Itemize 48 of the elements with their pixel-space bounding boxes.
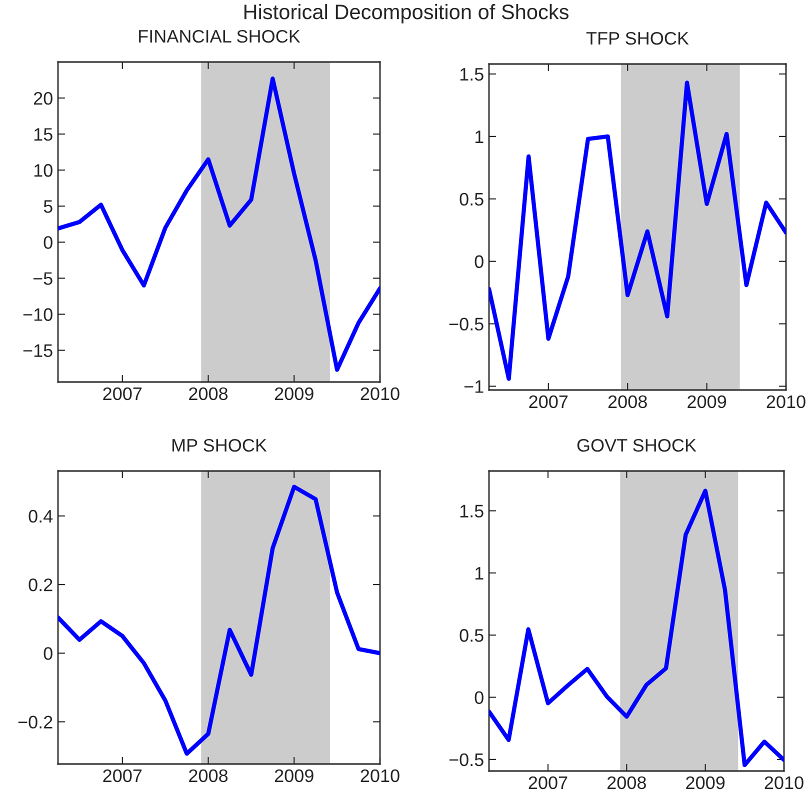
line-series — [58, 484, 380, 756]
chart-title: FINANCIAL SHOCK — [139, 30, 300, 43]
y-tick-label: 1 — [475, 567, 484, 580]
y-tick-label: 1 — [475, 130, 484, 143]
y-tick-label: 0 — [44, 647, 52, 660]
x-tick-label: 2009 — [686, 776, 725, 790]
y-tick-label: −15 — [23, 344, 52, 358]
line-series — [58, 76, 380, 372]
x-tick-label: 2010 — [360, 769, 400, 782]
y-tick-label: 0 — [44, 236, 52, 249]
y-tick-label: 0 — [474, 255, 484, 268]
x-tick-label: 2009 — [274, 769, 314, 782]
x-tick-label: 2007 — [528, 776, 568, 790]
y-tick-label: −5 — [33, 272, 52, 285]
x-tick-label: 2007 — [103, 769, 142, 782]
line-series — [489, 488, 784, 768]
y-tick-label: 1.5 — [460, 68, 484, 81]
y-tick-label: 15 — [34, 128, 52, 141]
x-tick-label: 2007 — [103, 387, 142, 400]
x-tick-label: 2008 — [608, 395, 647, 408]
line-series — [489, 80, 786, 381]
y-tick-label: −0.2 — [18, 716, 52, 729]
chart-title: MP SHOCK — [172, 438, 267, 452]
y-tick-label: 0.5 — [460, 192, 484, 206]
x-tick-label: 2008 — [607, 776, 646, 790]
chart-title: GOVT SHOCK — [577, 438, 696, 452]
y-tick-label: −0.5 — [449, 753, 484, 766]
x-tick-label: 2010 — [766, 395, 806, 408]
chart-title: TFP SHOCK — [586, 32, 689, 45]
x-tick-label: 2009 — [274, 387, 314, 400]
y-tick-label: −10 — [23, 308, 52, 321]
y-tick-label: 0.4 — [28, 510, 53, 523]
y-tick-label: 5 — [44, 200, 52, 213]
y-tick-label: 10 — [34, 164, 52, 177]
x-tick-label: 2008 — [189, 769, 228, 782]
y-tick-label: 20 — [34, 92, 52, 105]
text: Historical Decomposition of Shocks — [244, 4, 569, 24]
y-tick-label: −1 — [464, 380, 484, 393]
x-tick-label: 2008 — [189, 387, 228, 400]
y-tick-label: 0.5 — [460, 629, 484, 642]
y-tick-label: 0.2 — [28, 578, 52, 592]
x-tick-label: 2010 — [764, 776, 804, 790]
x-tick-label: 2007 — [529, 395, 568, 408]
y-tick-label: 1.5 — [460, 504, 484, 518]
x-tick-label: 2009 — [688, 395, 726, 408]
x-tick-label: 2010 — [360, 387, 400, 400]
y-tick-label: −0.5 — [449, 318, 484, 331]
y-tick-label: 0 — [474, 691, 484, 704]
